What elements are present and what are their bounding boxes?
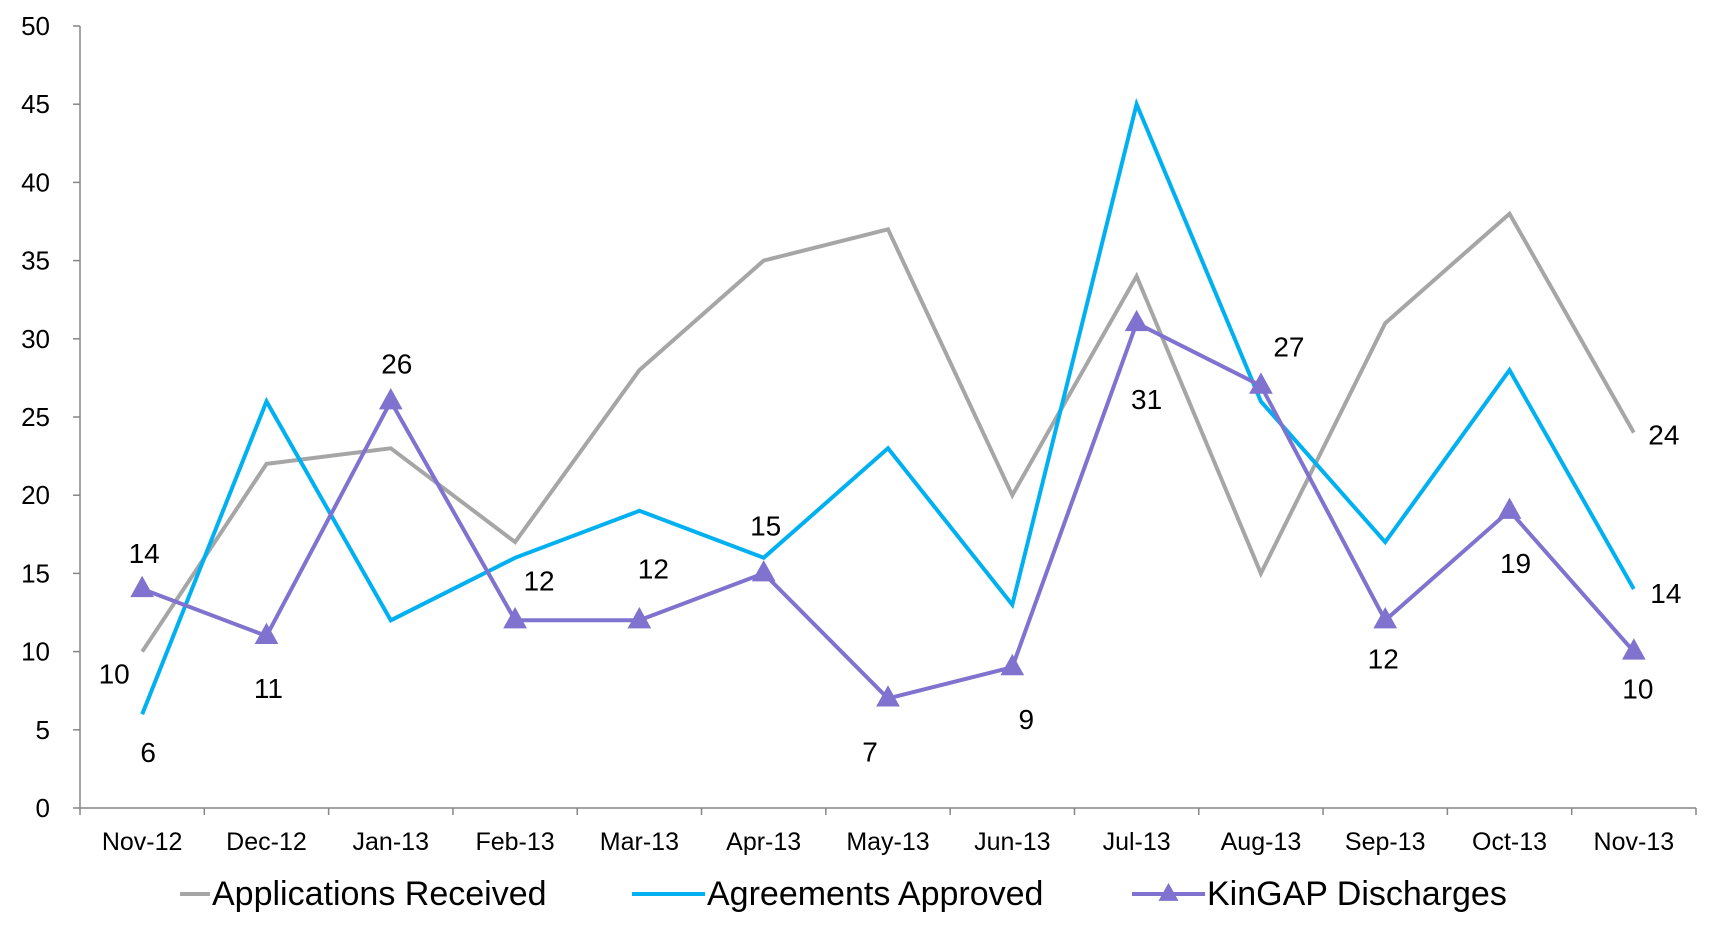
data-label: 6 [140,737,156,768]
data-point-marker [130,575,155,598]
y-tick-label: 45 [21,89,50,119]
x-tick-label: Oct-13 [1472,828,1547,856]
x-tick-label: Jul-13 [1103,828,1171,856]
data-point-marker [503,607,527,629]
data-point-marker [1249,372,1273,394]
x-tick-label: Mar-13 [600,828,679,856]
y-tick-label: 30 [21,324,50,354]
y-tick-label: 10 [21,637,50,667]
data-label: 14 [129,538,160,569]
series-line-applications-received [140,210,1636,653]
legend-label-agreements-approved: Agreements Approved [707,875,1043,913]
data-point-marker [378,388,403,410]
data-label: 10 [1622,674,1653,705]
data-label: 27 [1273,332,1304,363]
y-tick-label: 5 [36,715,50,745]
data-label: 12 [1368,643,1399,674]
x-tick-label: Jun-13 [974,828,1050,856]
y-tick-label: 20 [21,480,50,510]
x-tick-label: Feb-13 [475,828,554,856]
y-tick-label: 15 [21,558,50,588]
data-point-marker [627,607,652,629]
data-label: 11 [254,673,283,704]
data-point-marker [1621,638,1646,660]
legend-label-kingap-discharges: KinGAP Discharges [1207,875,1507,913]
y-tick-label: 25 [21,402,50,432]
data-label: 24 [1648,420,1679,451]
y-tick-label: 35 [21,246,50,276]
data-label: 9 [1019,704,1035,735]
x-tick-label: Sep-13 [1345,828,1426,856]
data-label: 12 [523,565,554,596]
y-tick-label: 40 [21,167,50,197]
data-label: 12 [638,553,669,584]
y-tick-label: 50 [21,11,50,41]
data-label: 14 [1650,578,1681,609]
data-point-marker [751,560,776,582]
data-label: 19 [1500,548,1531,579]
data-label: 26 [381,348,412,379]
data-point-marker [1000,653,1025,676]
data-label: 7 [862,737,878,768]
x-tick-label: Jan-13 [353,828,429,856]
data-point-marker [254,622,279,644]
data-point-marker [1124,309,1149,332]
data-label: 31 [1131,384,1162,415]
legend-label-applications-received: Applications Received [212,875,547,913]
x-tick-label: Nov-13 [1594,828,1675,856]
x-tick-label: Dec-12 [226,828,307,856]
x-tick-label: May-13 [846,828,929,856]
x-tick-label: Nov-12 [102,828,183,856]
data-point-marker [876,685,900,707]
legend-marker-icon [1158,882,1179,901]
x-tick-label: Aug-13 [1221,828,1302,856]
data-label: 10 [99,659,130,690]
data-point-marker [1497,497,1522,519]
series-line-agreements-approved [140,97,1636,715]
data-point-marker [1373,607,1398,629]
data-label: 15 [750,510,781,541]
y-tick-label: 0 [36,793,50,823]
x-tick-label: Apr-13 [726,828,801,856]
